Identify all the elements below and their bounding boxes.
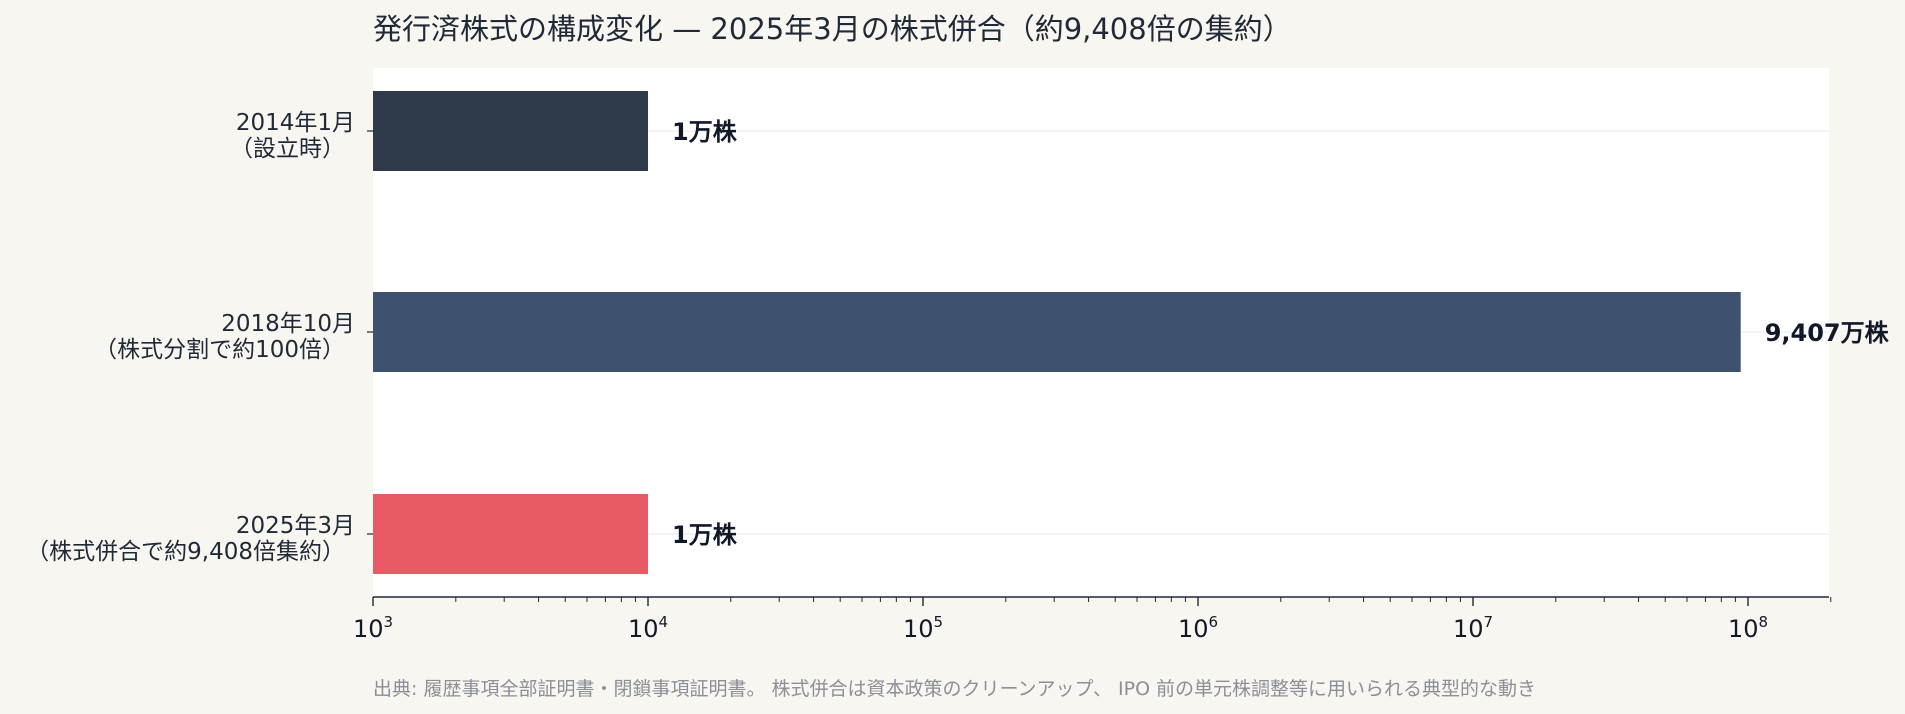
x-tick-label-2: 104 — [628, 613, 668, 643]
y-axis: 2014年1月（設立時） 2018年10月（株式分割で約100倍） 2025年3月（… — [26, 110, 373, 565]
x-tick-label-4: 106 — [1178, 613, 1218, 643]
category-label-2-line1: 2018年10月 — [221, 311, 355, 337]
category-label-2-line2: （株式分割で約100倍） — [94, 337, 345, 363]
category-label-3-line1: 2025年3月 — [236, 513, 355, 539]
data-label-1: 1万株 — [672, 118, 738, 146]
category-label-3-line2: （株式併合で約9,408倍集約） — [26, 539, 345, 565]
bar-2 — [373, 292, 1741, 372]
bar-1 — [373, 91, 648, 171]
data-label-2: 9,407万株 — [1765, 319, 1890, 347]
data-label-3: 1万株 — [672, 521, 738, 549]
x-axis: 103 104 105 106 107 108 — [353, 596, 1832, 643]
bar-layer — [373, 91, 1741, 574]
source-note: 出典: 履歴事項全部証明書・閉鎖事項証明書。 株式併合は資本政策のクリーンアップ… — [373, 678, 1537, 700]
x-tick-label-5: 107 — [1453, 613, 1493, 643]
chart-title: 発行済株式の構成変化 — 2025年3月の株式併合（約9,408倍の集約） — [373, 12, 1292, 46]
label-layer: 1万株 9,407万株 1万株 — [672, 118, 1890, 549]
bar-3 — [373, 494, 648, 574]
x-tick-label-6: 108 — [1728, 613, 1768, 643]
x-tick-label-1: 103 — [353, 613, 393, 643]
x-tick-label-3: 105 — [903, 613, 943, 643]
category-label-1-line1: 2014年1月 — [236, 110, 355, 136]
category-label-1-line2: （設立時） — [230, 136, 345, 162]
